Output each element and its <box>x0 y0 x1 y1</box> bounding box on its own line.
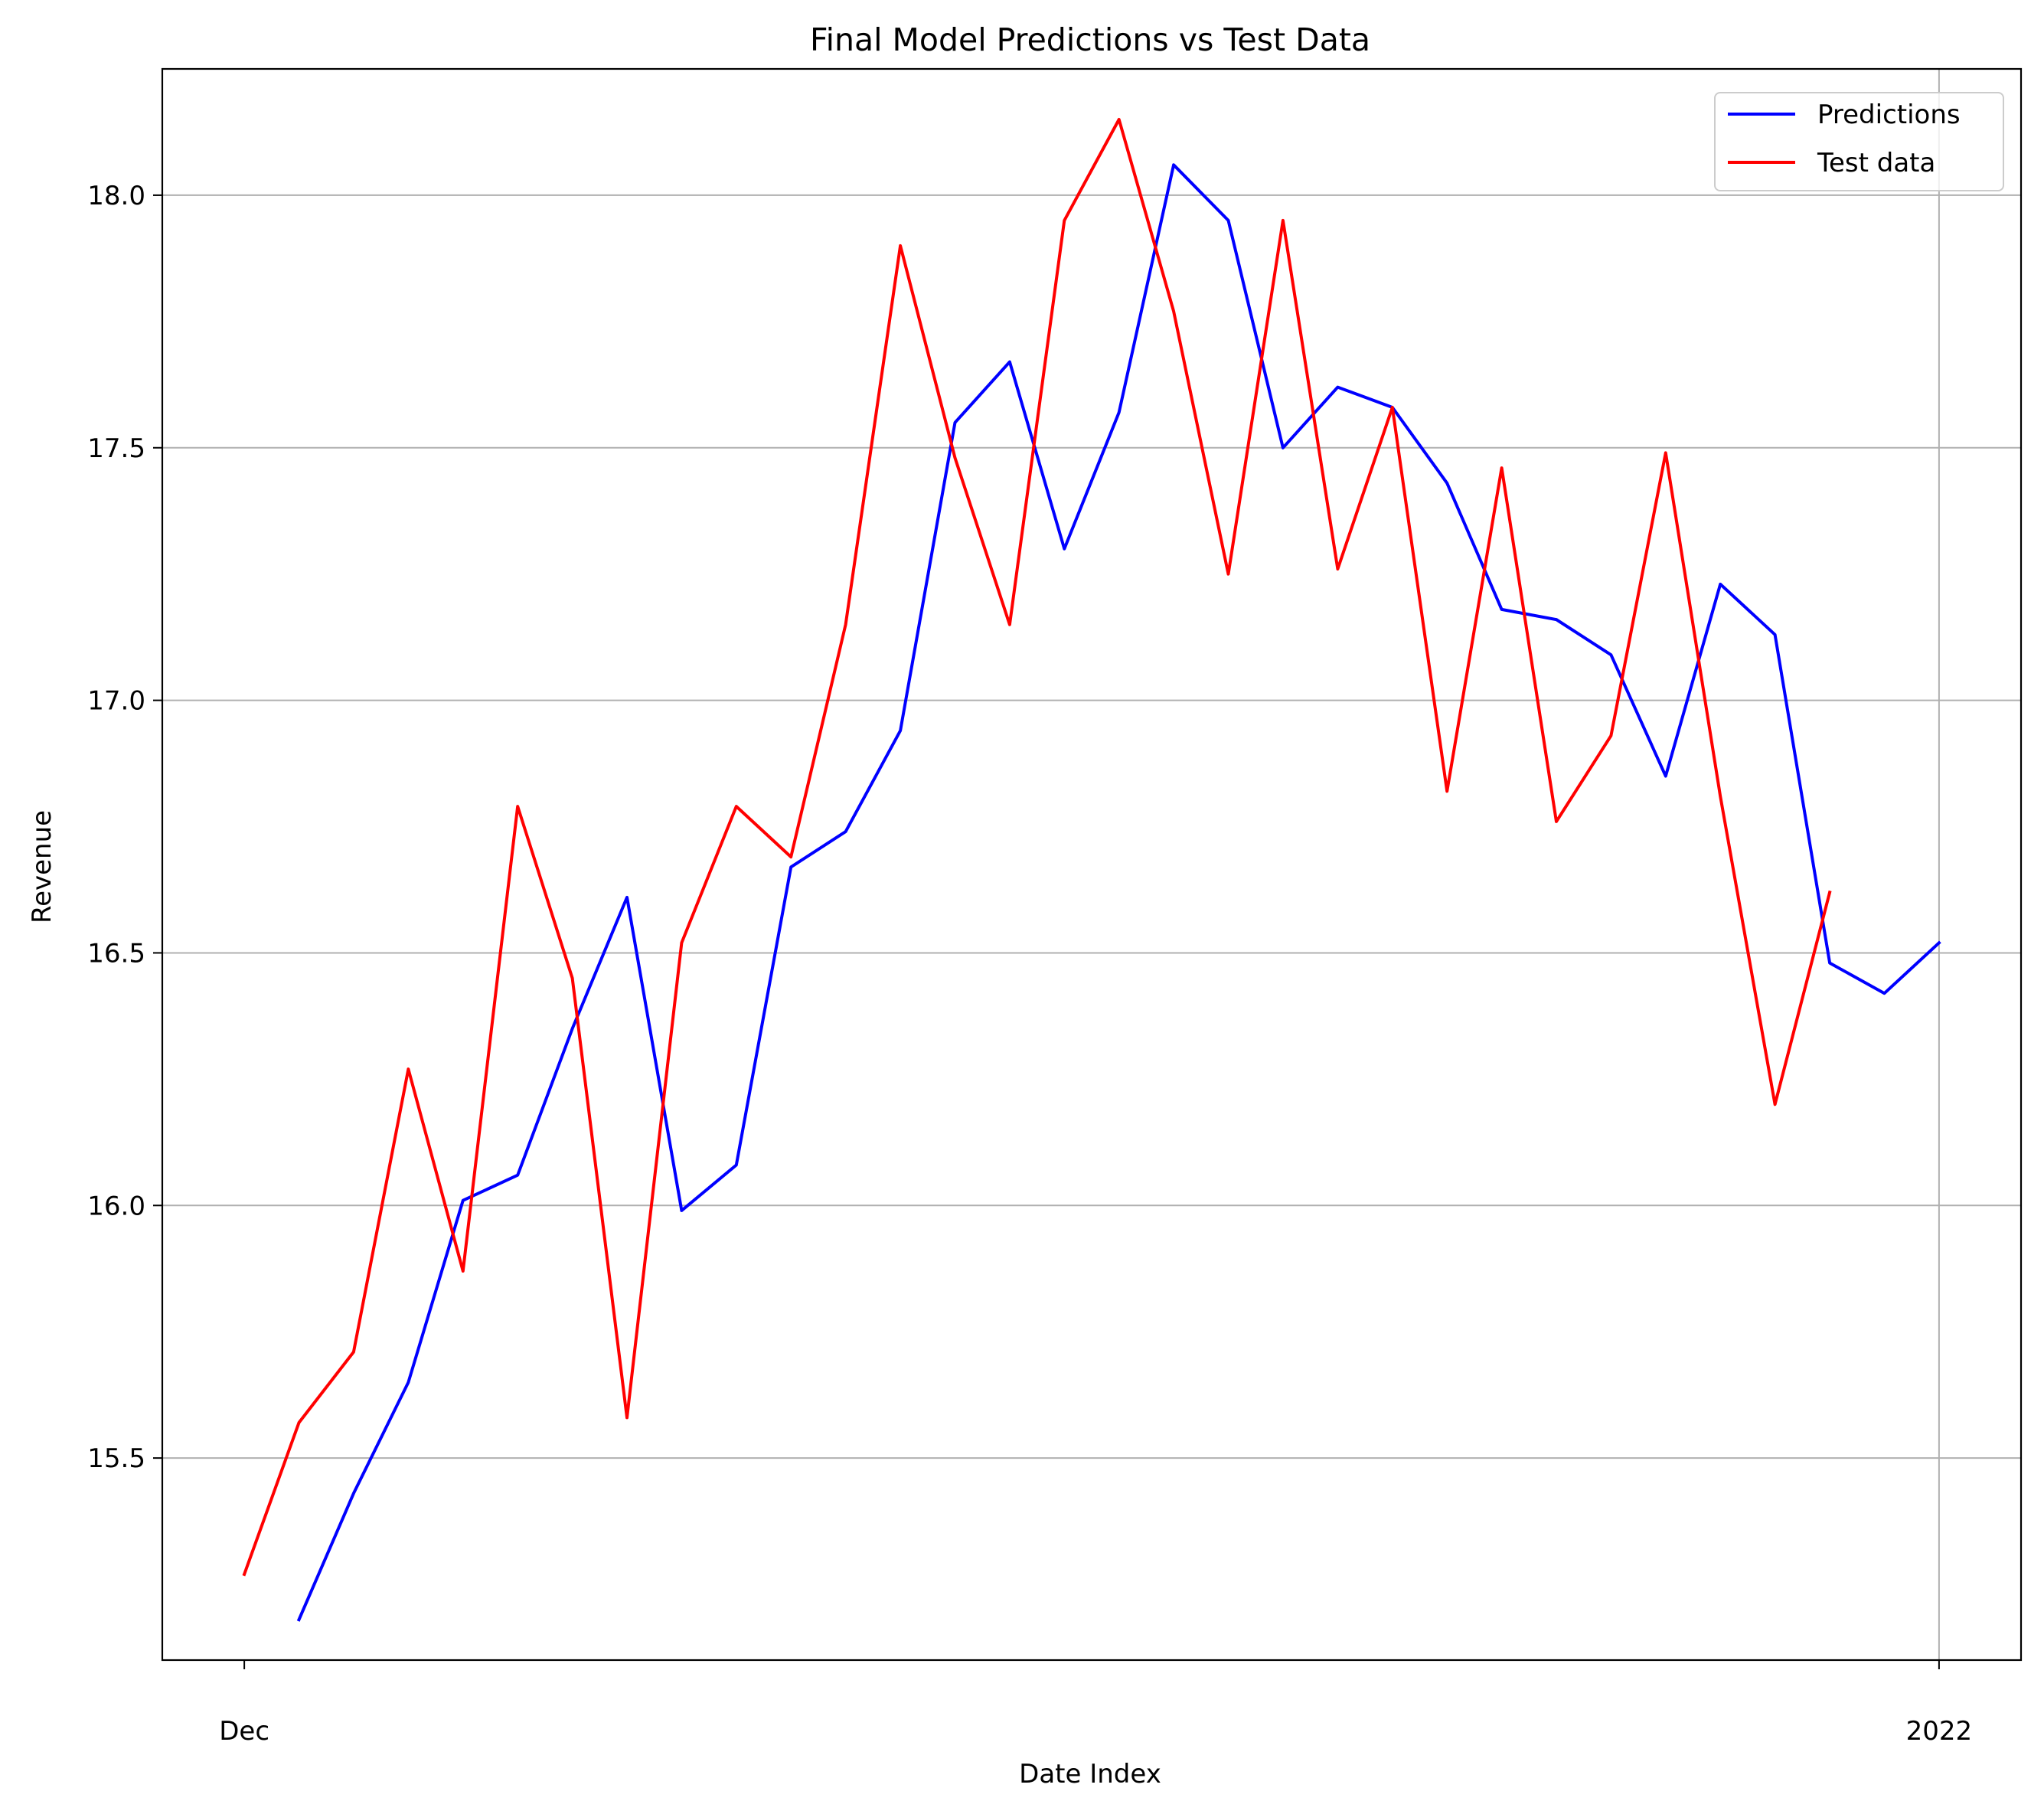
x-axis-ticks: Dec 2022 <box>219 1660 1972 1747</box>
y-tick-label: 16.0 <box>87 1191 145 1221</box>
x-tick-label: Dec <box>219 1716 269 1747</box>
legend-label-test-data: Test data <box>1817 148 1935 178</box>
y-axis-ticks: 15.5 16.0 16.5 17.0 17.5 18.0 <box>87 181 162 1474</box>
x-axis-label: Date Index <box>1019 1759 1161 1789</box>
y-tick-label: 15.5 <box>87 1443 145 1474</box>
series-lines <box>242 118 1941 1622</box>
series-line-predictions <box>296 163 1941 1622</box>
x-tick-label: 2022 <box>1906 1716 1973 1747</box>
y-tick-label: 18.0 <box>87 181 145 211</box>
series-line-test-data <box>242 118 1832 1577</box>
y-tick-label: 17.5 <box>87 433 145 464</box>
plot-frame <box>161 67 2023 1662</box>
y-tick-label: 17.0 <box>87 686 145 717</box>
y-axis-label: Revenue <box>27 810 57 923</box>
legend-label-predictions: Predictions <box>1817 100 1961 130</box>
legend: Predictions Test data <box>1714 92 2004 191</box>
y-tick-label: 16.5 <box>87 938 145 969</box>
legend-box <box>1714 92 2004 191</box>
chart-title: Final Model Predictions vs Test Data <box>810 21 1370 58</box>
